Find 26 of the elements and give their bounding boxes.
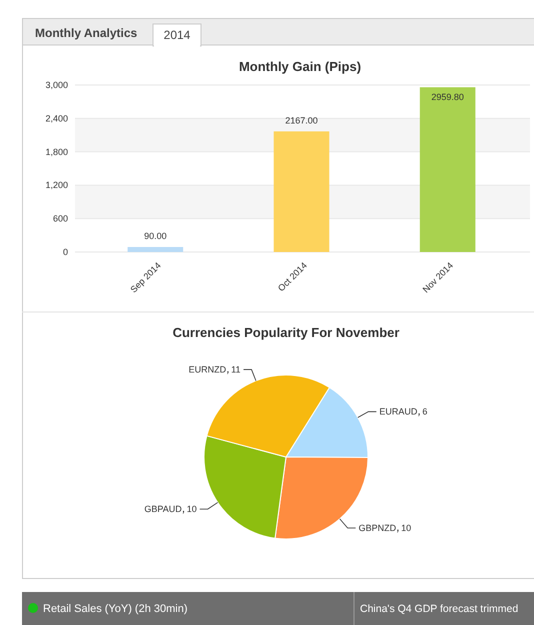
y-tick-label: 1,200 — [45, 180, 68, 190]
y-tick-label: 600 — [52, 214, 68, 224]
y-tick-label: 1,800 — [45, 146, 68, 157]
data-label: 6 — [422, 406, 428, 417]
text: Retail Sales (YoY) (2h 30min) — [43, 603, 188, 615]
slice-label: GBPNZD — [358, 522, 397, 533]
text: Monthly Analytics — [35, 26, 138, 40]
chart-title: Currencies Popularity For November — [172, 325, 400, 340]
chart-title: Monthly Gain (Pips) — [238, 59, 362, 74]
bar — [128, 246, 184, 252]
text: China's Q4 GDP forecast trimmed — [360, 603, 518, 615]
text: 2014 — [164, 28, 191, 42]
data-label: 2959.80 — [431, 92, 464, 102]
bar — [274, 131, 330, 252]
data-label: 11 — [231, 364, 241, 375]
y-tick-label: 0 — [62, 247, 68, 257]
y-tick-label: 2,400 — [45, 113, 68, 124]
data-label: 90.00 — [144, 230, 167, 241]
slice-label: EURNZD — [188, 364, 227, 375]
data-label: 2167.00 — [285, 115, 318, 126]
y-tick-label: 3,000 — [45, 80, 68, 90]
data-label: 10 — [401, 522, 412, 533]
data-label: 10 — [186, 504, 197, 514]
bar — [420, 87, 476, 252]
slice-label: EURAUD — [379, 406, 418, 417]
slice-label: GBPAUD — [144, 504, 182, 514]
